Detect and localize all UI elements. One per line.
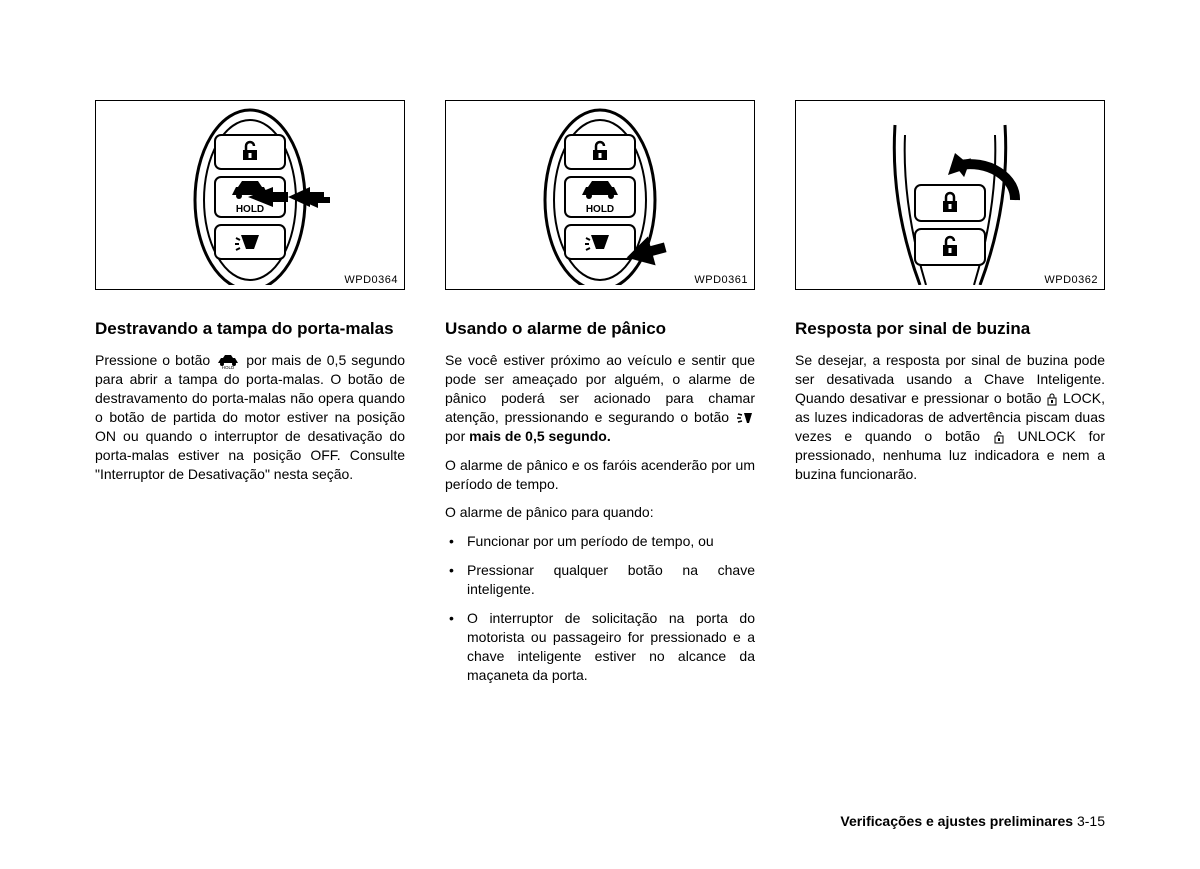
heading-trunk: Destravando a tampa do porta-malas	[95, 318, 405, 339]
svg-text:HOLD: HOLD	[222, 365, 235, 369]
keyfob-panic-diagram: HOLD	[510, 105, 690, 285]
paragraph-panic-1: Se você estiver próximo ao veículo e sen…	[445, 351, 755, 445]
lock-icon	[1047, 393, 1057, 406]
keyfob-flip-diagram	[860, 105, 1040, 285]
figure-trunk-release: HOLD WPD0364	[95, 100, 405, 290]
heading-horn: Resposta por sinal de buzina	[795, 318, 1105, 339]
footer-section: Verificações e ajustes preliminares	[840, 813, 1073, 829]
column-3: WPD0362 Resposta por sinal de buzina Se …	[795, 100, 1105, 695]
list-item: Funcionar por um período de tempo, ou	[445, 532, 755, 551]
paragraph-trunk: Pressione o botão HOLD por mais de 0,5 s…	[95, 351, 405, 483]
text: Pressione o botão	[95, 352, 215, 368]
page-columns: HOLD WPD0364 Destravando a tampa do port…	[95, 100, 1105, 695]
figure-code: WPD0364	[344, 274, 398, 286]
list-item: O interruptor de solicitação na porta do…	[445, 609, 755, 685]
list-item: Pressionar qualquer botão na chave intel…	[445, 561, 755, 599]
panic-list: Funcionar por um período de tempo, ou Pr…	[445, 532, 755, 684]
page-footer: Verificações e ajustes preliminares 3-15	[840, 813, 1105, 829]
column-2: HOLD WPD0361 Usando o alarme de pânico S…	[445, 100, 755, 695]
panic-icon	[736, 412, 754, 424]
unlock-icon	[994, 431, 1004, 444]
footer-page: 3-15	[1073, 813, 1105, 829]
svg-text:HOLD: HOLD	[586, 204, 614, 215]
keyfob-hold-diagram: HOLD	[160, 105, 340, 285]
car-hold-icon: HOLD	[216, 355, 240, 369]
text-bold: mais de 0,5 segundo.	[469, 428, 611, 444]
text: Se você estiver próximo ao veículo e sen…	[445, 352, 755, 425]
paragraph-panic-3: O alarme de pânico para quando:	[445, 503, 755, 522]
svg-text:HOLD: HOLD	[236, 204, 264, 215]
heading-panic: Usando o alarme de pânico	[445, 318, 755, 339]
paragraph-panic-2: O alarme de pânico e os faróis acenderão…	[445, 456, 755, 494]
figure-code: WPD0361	[694, 274, 748, 286]
paragraph-horn: Se desejar, a resposta por sinal de buzi…	[795, 351, 1105, 483]
text: por mais de 0,5 segundo para abrir a tam…	[95, 352, 405, 481]
text: por	[445, 428, 469, 444]
figure-horn-response: WPD0362	[795, 100, 1105, 290]
figure-code: WPD0362	[1044, 274, 1098, 286]
column-1: HOLD WPD0364 Destravando a tampa do port…	[95, 100, 405, 695]
figure-panic-alarm: HOLD WPD0361	[445, 100, 755, 290]
